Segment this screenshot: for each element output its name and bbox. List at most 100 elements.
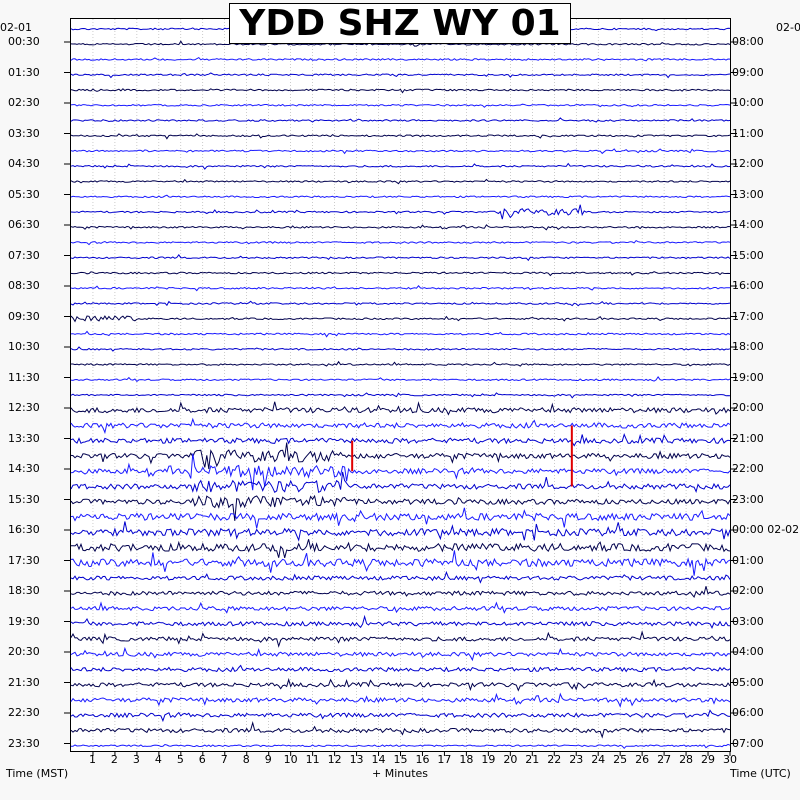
seismic-trace (70, 453, 731, 491)
seismic-trace (70, 521, 731, 542)
seismic-trace (70, 494, 731, 521)
seismic-trace (70, 417, 731, 435)
seismic-trace (70, 646, 731, 662)
left-tick-label: 06:30 (8, 218, 40, 231)
seismic-trace (70, 88, 731, 94)
seismic-trace (70, 709, 731, 723)
right-tick-label: 06:00 (732, 706, 764, 719)
right-tick-label: 11:00 (732, 126, 764, 140)
seismic-trace (71, 360, 731, 367)
x-tick-label: 5 (176, 753, 184, 766)
right-tick-label: 13:00 (732, 187, 764, 201)
x-tick-label: 6 (198, 753, 206, 766)
seismic-trace (70, 630, 731, 648)
x-tick-label: 13 (349, 753, 364, 766)
right-tick-label: 03:00 (732, 614, 764, 628)
seismic-trace (71, 743, 731, 750)
seismic-trace (70, 239, 731, 246)
left-tick-label: 21:30 (8, 675, 40, 689)
seismic-trace (70, 56, 731, 62)
seismic-trace (70, 72, 731, 79)
right-tick-label: 02:00 (732, 584, 764, 597)
x-tick-label: 24 (591, 753, 606, 766)
x-tick-label: 2 (110, 753, 118, 766)
seismic-trace (70, 376, 731, 383)
seismic-trace (70, 271, 731, 277)
left-tick-label: 20:30 (8, 645, 40, 658)
seismic-trace (70, 550, 731, 576)
x-tick-label: 11 (305, 753, 320, 766)
x-tick-label: 8 (242, 753, 250, 766)
x-tick-label: 25 (613, 753, 628, 766)
seismic-trace (70, 677, 731, 692)
seismic-trace (70, 664, 731, 673)
left-tick-label: 00:30 (8, 35, 40, 48)
x-tick-label: 17 (437, 753, 452, 766)
x-tick-label: 22 (547, 753, 562, 766)
x-tick-label: 23 (569, 753, 584, 766)
x-tick-label: 29 (701, 753, 716, 766)
x-tick-label: 9 (264, 753, 272, 766)
right-tick-label: 20:00 (732, 401, 764, 414)
right-tick-label: 04:00 (732, 645, 764, 658)
right-tick-label: 01:00 (732, 553, 764, 567)
seismic-trace (70, 315, 731, 323)
seismic-trace (70, 148, 731, 155)
left-tick-label: 04:30 (8, 157, 40, 170)
left-tick-label: 17:30 (8, 553, 40, 567)
seismic-trace (70, 471, 731, 494)
seismic-trace (70, 40, 731, 47)
seismic-trace (70, 570, 731, 584)
right-tick-label: 05:00 (732, 675, 764, 689)
left-tick-label: 14:30 (8, 462, 40, 475)
right-axis-title: Time (UTC) (730, 767, 791, 780)
right-tick-label: 21:00 (732, 431, 764, 445)
left-tick-label: 12:30 (8, 401, 40, 414)
seismic-trace (70, 253, 731, 262)
seismic-trace (70, 346, 731, 352)
seismic-trace (70, 433, 731, 447)
x-tick-label: 19 (481, 753, 496, 766)
left-tick-label: 10:30 (8, 340, 40, 353)
seismic-trace (70, 300, 731, 307)
x-tick-label: 1 (88, 753, 96, 766)
seismic-trace (70, 162, 731, 170)
left-tick-label: 19:30 (8, 614, 40, 628)
right-tick-label: 08:00 (732, 35, 764, 48)
seismic-trace (70, 204, 731, 220)
seismic-trace (70, 194, 731, 199)
left-tick-label: 02:30 (8, 96, 40, 109)
x-tick-label: 28 (679, 753, 694, 766)
x-tick-label: 7 (220, 753, 228, 766)
x-tick-label: 4 (154, 753, 162, 766)
right-tick-label: 23:00 (732, 492, 764, 506)
x-tick-label: 16 (415, 753, 430, 766)
seismic-trace (70, 392, 731, 399)
right-tick-label: 18:00 (732, 340, 764, 353)
x-tick-label: 10 (283, 753, 298, 766)
right-tick-label: 14:00 (732, 218, 764, 231)
seismic-trace (70, 721, 731, 739)
seismic-trace (70, 507, 731, 529)
seismic-trace (70, 614, 731, 630)
right-tick-label: 00:00 02-02 (732, 523, 800, 536)
seismic-trace (70, 285, 730, 292)
chart-title: YDD SHZ WY 01 (229, 3, 571, 44)
left-tick-label: 13:30 (8, 431, 40, 445)
left-tick-label: 05:30 (8, 187, 40, 201)
left-tick-label: 11:30 (8, 370, 40, 384)
x-tick-label: 3 (132, 753, 140, 766)
left-tick-label: 22:30 (8, 706, 40, 719)
right-tick-label: 10:00 (732, 96, 764, 109)
seismic-trace (70, 601, 731, 614)
right-tick-label: 12:00 (732, 157, 764, 170)
x-tick-label: 26 (635, 753, 650, 766)
left-tick-label: 23:30 (8, 736, 40, 750)
right-date-label: 02-0 (776, 21, 800, 34)
seismic-traces (70, 27, 731, 750)
seismic-trace (70, 330, 731, 338)
left-axis-title: Time (MST) (6, 767, 69, 780)
x-tick-label: 12 (327, 753, 342, 766)
seismic-trace (70, 586, 731, 598)
